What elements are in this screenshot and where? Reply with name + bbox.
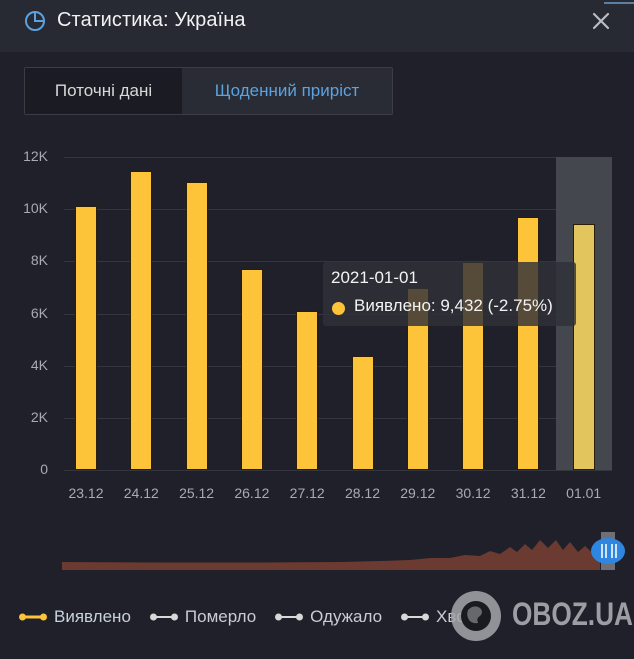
bar-23.12[interactable] (75, 206, 97, 470)
legend-label: Померло (184, 607, 257, 626)
gridline-10k (64, 209, 612, 210)
y-tick-label: 6K (30, 305, 48, 321)
close-icon[interactable] (590, 10, 612, 32)
view-tabs: Поточні дані Щоденний приріст (24, 67, 393, 115)
legend-item-detected[interactable]: Виявлено (18, 607, 131, 627)
x-tick-label: 31.12 (510, 485, 546, 501)
globe-logo-icon (451, 591, 501, 641)
legend-line-marker-icon (275, 613, 304, 621)
tooltip-date: 2021-01-01 (331, 268, 418, 287)
legend-line-marker-icon (401, 613, 430, 621)
bar-24.12[interactable] (130, 171, 153, 470)
navigator-handle[interactable] (590, 532, 628, 570)
gridline-2k (64, 418, 612, 419)
legend-item-deaths[interactable]: Померло (149, 607, 256, 627)
tooltip-value: Виявлено: 9,432 (-2.75%) (354, 296, 553, 315)
navigator-area (62, 540, 600, 570)
range-navigator[interactable] (60, 530, 630, 575)
y-tick-label: 2K (30, 409, 48, 425)
y-tick-label: 12K (23, 148, 48, 164)
y-tick-label: 4K (30, 357, 48, 373)
bar-26.12[interactable] (240, 268, 263, 470)
dialog-header: Статистика: Україна (0, 0, 634, 52)
tab-current-data[interactable]: Поточні дані (25, 68, 182, 114)
bar-01.01[interactable] (572, 223, 595, 470)
header-accent-line (604, 2, 634, 4)
x-tick-label: 01.01 (566, 485, 602, 501)
y-tick-label: 8K (30, 252, 48, 268)
bar-28.12[interactable] (351, 356, 374, 470)
y-tick-label: 10K (23, 200, 48, 216)
bar-25.12[interactable] (185, 182, 208, 470)
legend-label: Одужало (310, 607, 383, 626)
gridline-8k (64, 261, 612, 262)
bar-27.12[interactable] (296, 310, 319, 470)
y-tick-label: 0 (40, 461, 48, 477)
watermark-text: OBOZ.UA (512, 596, 633, 632)
x-tick-label: 23.12 (68, 485, 104, 501)
legend-line-marker-icon (19, 613, 47, 621)
pie-chart-icon (25, 11, 45, 31)
chart-legend: Виявлено Померло Одужало Хворіє (18, 604, 506, 630)
chart-tooltip: 2021-01-01 Виявлено: 9,432 (-2.75%) (323, 262, 576, 326)
x-tick-label: 27.12 (289, 485, 325, 501)
gridline-4k (64, 366, 612, 367)
x-tick-label: 25.12 (179, 485, 215, 501)
gridline-0 (64, 470, 612, 471)
legend-line-marker-icon (149, 613, 178, 621)
x-tick-label: 28.12 (344, 485, 381, 501)
tab-daily-growth[interactable]: Щоденний приріст (182, 68, 392, 114)
x-tick-label: 30.12 (455, 485, 491, 501)
x-tick-label: 26.12 (234, 485, 270, 501)
x-tick-label: 24.12 (123, 485, 159, 501)
dialog-title: Статистика: Україна (57, 9, 246, 31)
legend-label: Виявлено (54, 607, 131, 626)
x-tick-label: 29.12 (400, 485, 436, 501)
series-dot-icon (332, 302, 345, 315)
watermark: OBOZ.UA (450, 588, 633, 646)
legend-item-recovered[interactable]: Одужало (274, 607, 382, 627)
bar-31.12[interactable] (517, 216, 540, 470)
gridline-12k (64, 157, 612, 158)
